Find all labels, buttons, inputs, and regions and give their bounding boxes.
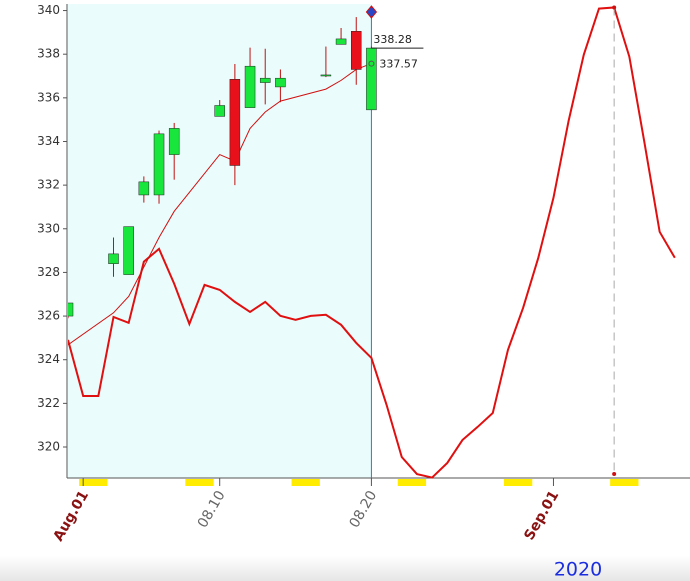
y-tick-label: 332 xyxy=(37,178,60,192)
y-tick-label: 328 xyxy=(37,265,60,279)
y-tick-label: 320 xyxy=(37,440,60,454)
ma-marker xyxy=(368,60,375,67)
y-tick-label: 334 xyxy=(37,134,60,148)
peak-dot xyxy=(612,472,617,476)
weekend-marker xyxy=(610,479,639,486)
close-label: 338.28 xyxy=(373,33,412,46)
candle-body xyxy=(123,226,134,275)
x-tick-label: 08.20 xyxy=(346,488,380,531)
candle-body xyxy=(275,77,286,88)
current-date-marker xyxy=(365,5,378,19)
candle-body xyxy=(214,105,225,117)
candle-body xyxy=(153,133,165,196)
y-tick-label: 324 xyxy=(37,352,60,366)
plot-area xyxy=(68,6,676,479)
footer-band xyxy=(0,556,690,581)
x-tick-label: 08.10 xyxy=(195,488,229,531)
y-tick-label: 338 xyxy=(37,47,60,61)
weekend-marker xyxy=(503,479,533,486)
weekend-marker xyxy=(185,479,214,486)
y-tick-label: 326 xyxy=(37,309,60,323)
candle-body xyxy=(138,181,150,196)
x-tick-label: Sep.01 xyxy=(521,488,562,543)
ma-label: 337.57 xyxy=(379,58,418,71)
forecast-line xyxy=(68,6,676,479)
candle-body xyxy=(350,31,362,70)
candle-body xyxy=(244,65,256,108)
history-background xyxy=(68,4,372,478)
candle-body xyxy=(366,47,377,111)
y-tick-label: 336 xyxy=(37,90,60,104)
y-tick-label: 330 xyxy=(37,221,60,235)
x-tick-label: Aug.01 xyxy=(50,488,92,544)
x-axis-label: 2020 xyxy=(554,559,602,581)
y-tick-label: 322 xyxy=(37,396,60,410)
candle-body xyxy=(68,302,74,317)
candle-body xyxy=(168,128,180,155)
y-tick-label: 340 xyxy=(37,3,60,17)
peak-dot xyxy=(612,5,617,10)
candle-body xyxy=(259,77,271,83)
candle-body xyxy=(320,74,332,77)
weekend-marker xyxy=(79,479,108,486)
weekend-marker xyxy=(291,479,320,486)
weekend-marker xyxy=(397,479,427,486)
candle-body xyxy=(335,38,347,45)
candle-body xyxy=(108,253,119,264)
candle-body xyxy=(229,79,241,166)
